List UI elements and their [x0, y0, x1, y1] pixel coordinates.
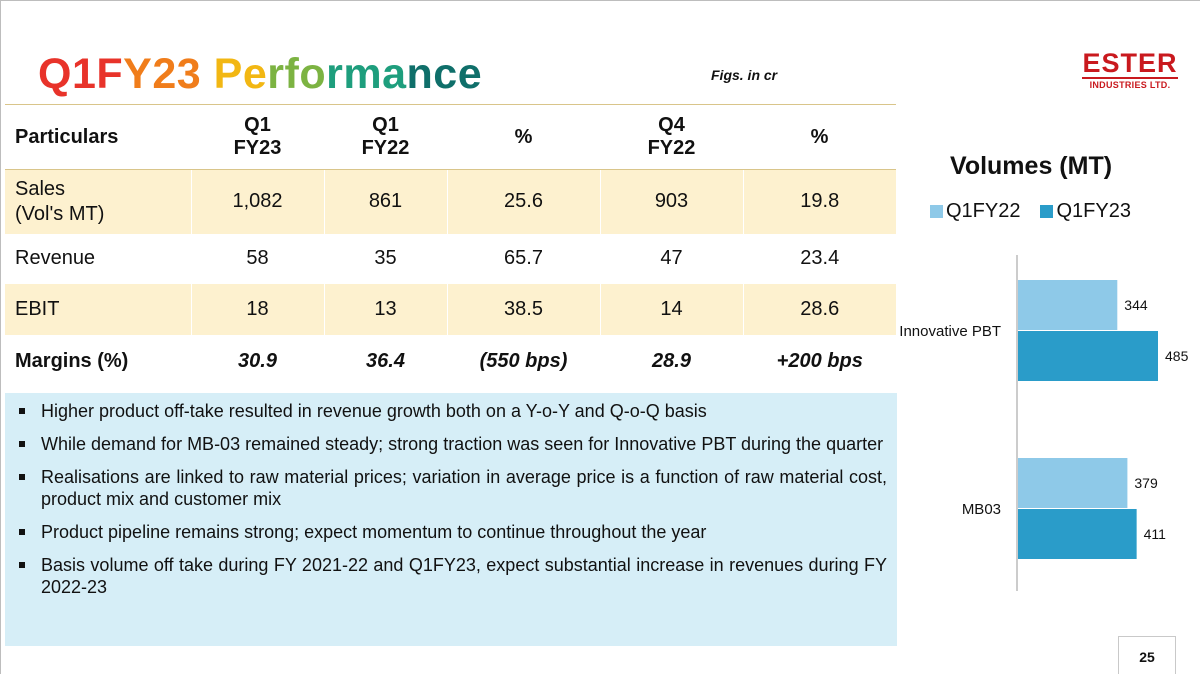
cell-q1fy22: 35	[323, 233, 447, 284]
cell-q1fy23: 18	[190, 283, 324, 335]
header-q4fy22: Q4 FY22	[600, 104, 743, 170]
cell-q1fy23: 30.9	[190, 334, 324, 388]
bullet-square-icon	[19, 562, 25, 568]
row-label: Margins (%)	[5, 334, 191, 388]
logo-wordmark: ESTER	[1082, 48, 1178, 78]
chart-legend: Q1FY22 Q1FY23	[930, 200, 1131, 223]
header-pct-yoy: %	[447, 104, 600, 170]
table-row-revenue: Revenue 58 35 65.7 47 23.4	[5, 233, 896, 284]
cell-q1fy22: 13	[323, 283, 447, 335]
legend-swatch	[1040, 205, 1054, 218]
cell-q1fy23: 1,082	[190, 169, 324, 234]
data-label: 344	[1124, 297, 1148, 313]
list-item: Realisations are linked to raw material …	[16, 466, 887, 510]
chart-title: Volumes (MT)	[950, 152, 1113, 180]
list-item: Higher product off-take resulted in reve…	[16, 400, 887, 422]
volumes-bar-chart: 344 485 Innovative PBT 379 411 MB03	[899, 255, 1189, 591]
legend-swatch	[930, 205, 943, 218]
cell-pct-qoq: 28.6	[742, 283, 896, 335]
data-label: 411	[1144, 526, 1167, 542]
cell-q1fy22: 36.4	[323, 334, 447, 388]
cell-pct-yoy: (550 bps)	[446, 334, 600, 388]
list-item: Basis volume off take during FY 2021-22 …	[16, 554, 887, 598]
bullet-square-icon	[19, 474, 25, 480]
cell-pct-qoq: +200 bps	[742, 334, 896, 388]
row-label: Revenue	[5, 233, 191, 284]
legend-item-q1fy22: Q1FY22	[930, 200, 1020, 223]
bar-q1fy23-mb03	[1018, 509, 1137, 559]
cell-pct-yoy: 38.5	[446, 283, 600, 335]
legend-label: Q1FY23	[1056, 200, 1131, 222]
header-pct-qoq: %	[743, 104, 896, 170]
bullet-square-icon	[19, 529, 25, 535]
data-label: 379	[1134, 475, 1158, 491]
row-label: EBIT	[5, 283, 191, 335]
figures-note: Figs. in cr	[711, 67, 778, 83]
data-label: 485	[1165, 348, 1189, 364]
cell-q4fy22: 47	[599, 233, 743, 284]
cell-q1fy22: 861	[323, 169, 447, 234]
category-label: MB03	[962, 501, 1001, 518]
slide-title: Q1FY23 Performance	[38, 50, 483, 98]
header-q1fy23: Q1 FY23	[191, 104, 324, 170]
table-row-sales: Sales (Vol's MT) 1,082 861 25.6 903 19.8	[5, 169, 896, 234]
cell-pct-yoy: 25.6	[446, 169, 600, 234]
cell-q1fy23: 58	[190, 233, 324, 284]
page-number: 25	[1118, 636, 1176, 674]
logo-subtext: INDUSTRIES LTD.	[1089, 80, 1171, 90]
table-row-margins: Margins (%) 30.9 36.4 (550 bps) 28.9 +20…	[5, 334, 896, 388]
legend-label: Q1FY22	[946, 200, 1021, 222]
list-item: While demand for MB-03 remained steady; …	[16, 433, 887, 455]
bar-q1fy22-innovative-pbt	[1018, 280, 1118, 330]
table-row-ebit: EBIT 18 13 38.5 14 28.6	[5, 283, 896, 335]
category-label: Innovative PBT	[899, 323, 1001, 340]
bullet-square-icon	[19, 408, 25, 414]
logo-rule	[1082, 77, 1178, 79]
cell-pct-qoq: 19.8	[742, 169, 896, 234]
row-label: Sales (Vol's MT)	[5, 169, 191, 234]
list-item: Product pipeline remains strong; expect …	[16, 521, 887, 543]
commentary-list: Higher product off-take resulted in reve…	[16, 400, 887, 598]
cell-pct-qoq: 23.4	[742, 233, 896, 284]
bar-q1fy23-innovative-pbt	[1018, 331, 1158, 381]
performance-table: Particulars Q1 FY23 Q1 FY22 % Q4 FY22 % Sal…	[5, 104, 896, 388]
bar-q1fy22-mb03	[1018, 458, 1128, 508]
cell-q4fy22: 903	[599, 169, 743, 234]
header-particulars: Particulars	[5, 104, 191, 170]
table-header-row: Particulars Q1 FY23 Q1 FY22 % Q4 FY22 %	[5, 104, 896, 170]
cell-q4fy22: 14	[599, 283, 743, 335]
commentary-box: Higher product off-take resulted in reve…	[5, 393, 897, 646]
company-logo: ESTER INDUSTRIES LTD.	[1082, 50, 1178, 91]
bullet-square-icon	[19, 441, 25, 447]
header-q1fy22: Q1 FY22	[324, 104, 447, 170]
cell-q4fy22: 28.9	[599, 334, 743, 388]
cell-pct-yoy: 65.7	[446, 233, 600, 284]
legend-item-q1fy23: Q1FY23	[1040, 200, 1131, 223]
